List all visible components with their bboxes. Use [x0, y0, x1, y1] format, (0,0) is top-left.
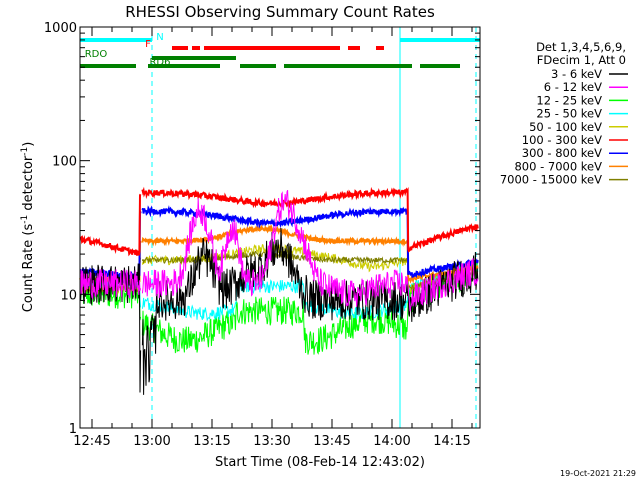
legend-label-6: 300 - 800 keV: [522, 146, 602, 160]
legend-label-0: 3 - 6 keV: [551, 67, 602, 81]
x-axis-label: Start Time (08-Feb-14 12:43:02): [215, 455, 425, 470]
chart-title: RHESSI Observing Summary Count Rates: [125, 3, 435, 21]
x-tick-label: 12:45: [73, 434, 110, 449]
legend: Det 1,3,4,5,6,9, FDecim 1, Att 0 3 - 6 k…: [500, 40, 628, 187]
x-tick-label: 14:15: [433, 434, 470, 449]
x-tick-label: 13:15: [193, 434, 230, 449]
x-tick-label: 14:00: [373, 434, 410, 449]
x-tick-label: 13:00: [133, 434, 170, 449]
legend-header-1: Det 1,3,4,5,6,9,: [536, 40, 626, 54]
y-tick-label: 1000: [44, 21, 77, 36]
legend-label-1: 6 - 12 keV: [544, 80, 602, 94]
generation-date: 19-Oct-2021 21:29: [560, 469, 636, 478]
flag-label-F: F: [145, 39, 151, 50]
legend-label-3: 25 - 50 keV: [536, 107, 602, 121]
legend-header-2: FDecim 1, Att 0: [537, 53, 626, 67]
y-tick-label: 100: [52, 155, 77, 170]
axes: 12:45 13:00 13:15 13:30 13:45 14:00 14:15 1 10 10…: [44, 21, 481, 449]
legend-label-2: 12 - 25 keV: [536, 93, 602, 107]
flag-bars: NF RDO RD6: [80, 32, 480, 68]
flag-label-RDO: RDO: [85, 49, 108, 60]
legend-label-4: 50 - 100 keV: [529, 120, 602, 134]
flag-label-N: N: [156, 32, 163, 43]
flag-label-RD6: RD6: [149, 57, 170, 68]
series-line-5: [79, 186, 479, 257]
plot-area: [79, 27, 479, 428]
y-axis-label: Count Rate (s-1 detector-1): [20, 142, 36, 313]
plot-frame: [79, 26, 481, 429]
legend-label-5: 100 - 300 keV: [522, 133, 602, 147]
x-tick-label: 13:45: [313, 434, 350, 449]
x-tick-label: 13:30: [253, 434, 290, 449]
series-line-1: [79, 190, 479, 312]
y-tick-label: 10: [60, 288, 77, 303]
legend-label-7: 800 - 7000 keV: [514, 159, 602, 173]
y-tick-label: 1: [69, 422, 77, 437]
legend-label-8: 7000 - 15000 keV: [500, 173, 602, 187]
